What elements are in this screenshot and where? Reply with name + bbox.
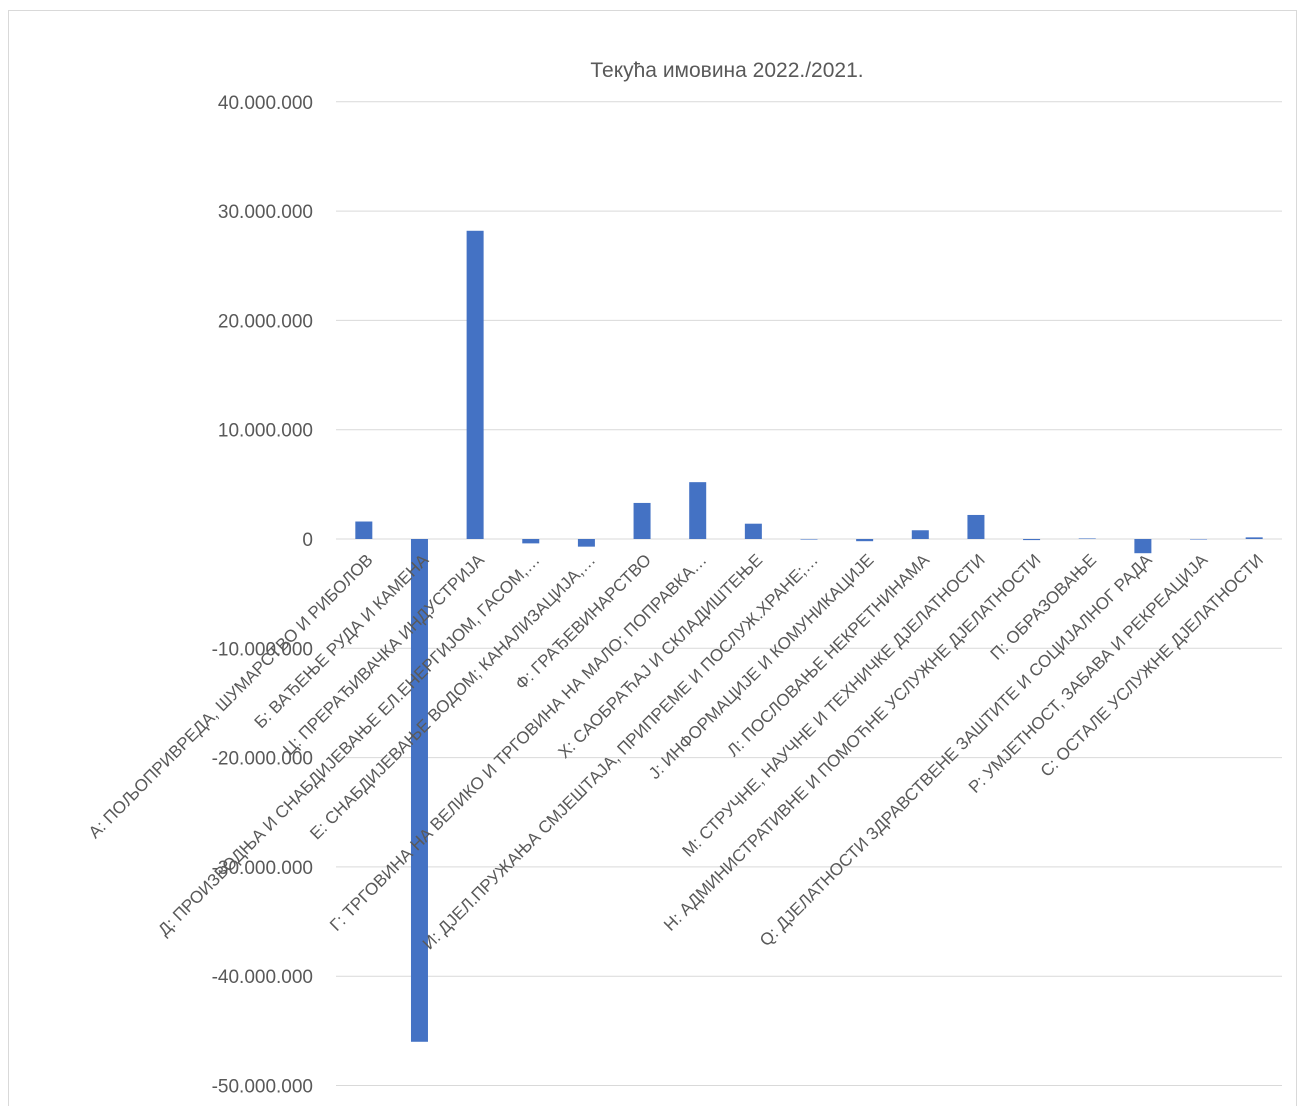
y-tick-label: -30.000.000: [212, 858, 313, 879]
bar: [911, 530, 929, 539]
y-tick-label: 40.000.000: [218, 93, 313, 114]
bar: [967, 514, 985, 539]
bar: [689, 482, 707, 539]
y-tick-label: -20.000.000: [212, 749, 313, 770]
y-tick-label: 10.000.000: [218, 421, 313, 442]
bar: [1134, 539, 1152, 554]
chart-title: Текућа имовина 2022./2021.: [590, 59, 863, 82]
bar: [577, 539, 595, 547]
bar: [522, 539, 540, 544]
bars: [355, 230, 1263, 1042]
y-tick-label: 20.000.000: [218, 311, 313, 332]
y-tick-label: -10.000.000: [212, 639, 313, 660]
y-tick-label: -40.000.000: [212, 967, 313, 988]
bar: [410, 539, 428, 1042]
category-label: Л: ПОСЛОВАЊЕ НЕКРЕТНИНАМА: [723, 550, 933, 760]
category-label: Х: САОБРАЋАЈ И СКЛАДИШТЕЊЕ: [554, 550, 766, 762]
bar: [744, 523, 762, 539]
bar: [633, 502, 651, 539]
bar: [1245, 537, 1263, 539]
y-tick-label: 30.000.000: [218, 202, 313, 223]
y-tick-label: 0: [302, 530, 313, 551]
bar: [1190, 539, 1208, 540]
bar: [355, 521, 373, 539]
chart-frame: [8, 10, 1297, 1106]
category-label: П: ОБРАЗОВАЊЕ: [987, 550, 1100, 663]
y-axis-tick-labels: 40.000.000 30.000.000 20.000.000 10.000.000…: [212, 93, 313, 1098]
bar: [856, 539, 874, 542]
bar: [800, 539, 818, 540]
gridlines: [336, 101, 1282, 1086]
y-tick-label: -50.000.000: [212, 1077, 313, 1098]
bar: [1023, 539, 1041, 541]
bar: [466, 230, 484, 540]
bar: [1078, 538, 1096, 539]
